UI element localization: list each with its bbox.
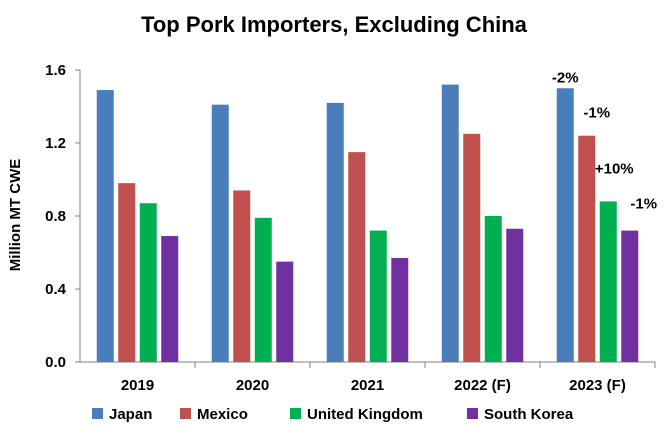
y-tick-label: 0.0 [45,354,66,371]
bar-mexico [118,183,136,362]
bar-united-kingdom [254,217,272,362]
x-tick-label: 2019 [121,377,154,394]
legend: Japan Mexico United Kingdom South Korea [92,406,574,423]
bar-mexico [578,135,596,362]
data-annotation: +10% [595,160,634,177]
legend-swatch [180,408,191,419]
y-tick-label: 0.4 [45,281,67,298]
x-tick-label: 2023 (F) [569,377,626,394]
bar-united-kingdom [139,203,157,362]
bar-south-korea [621,230,639,362]
legend-swatch [92,408,103,419]
bar-japan [441,84,459,362]
data-annotation: -1% [583,105,610,122]
legend-swatch [290,408,301,419]
legend-label: South Korea [484,406,574,423]
bar-south-korea [161,236,179,362]
data-annotation: -1% [630,196,657,213]
y-tick-label: 0.8 [45,208,66,225]
bar-mexico [233,190,251,362]
x-tick-label: 2022 (F) [454,377,511,394]
bar-south-korea [506,228,524,362]
bar-united-kingdom [484,216,502,362]
legend-label: Japan [109,406,152,423]
bar-mexico [348,152,366,362]
bar-japan [211,104,229,363]
bar-south-korea [276,261,294,362]
data-annotation: -2% [552,69,579,86]
legend-swatch [467,408,478,419]
bar-japan [326,102,344,362]
bar-mexico [463,133,481,362]
x-tick-label: 2020 [236,377,269,394]
y-tick-label: 1.2 [45,135,66,152]
plot-area: 0.0 0.4 0.8 1.2 1.6 2019 2020 2021 2022 (F) 2023 … [45,62,657,394]
chart-title: Top Pork Importers, Excluding China [141,12,528,37]
bar-japan [556,88,574,362]
x-tick-label: 2021 [351,377,384,394]
bar-united-kingdom [599,201,617,362]
y-tick-label: 1.6 [45,62,66,79]
legend-label: Mexico [197,406,248,423]
bar-south-korea [391,257,409,362]
y-axis-label: Million MT CWE [7,159,24,271]
legend-label: United Kingdom [307,406,423,423]
bar-japan [96,90,114,362]
bar-united-kingdom [369,230,387,362]
